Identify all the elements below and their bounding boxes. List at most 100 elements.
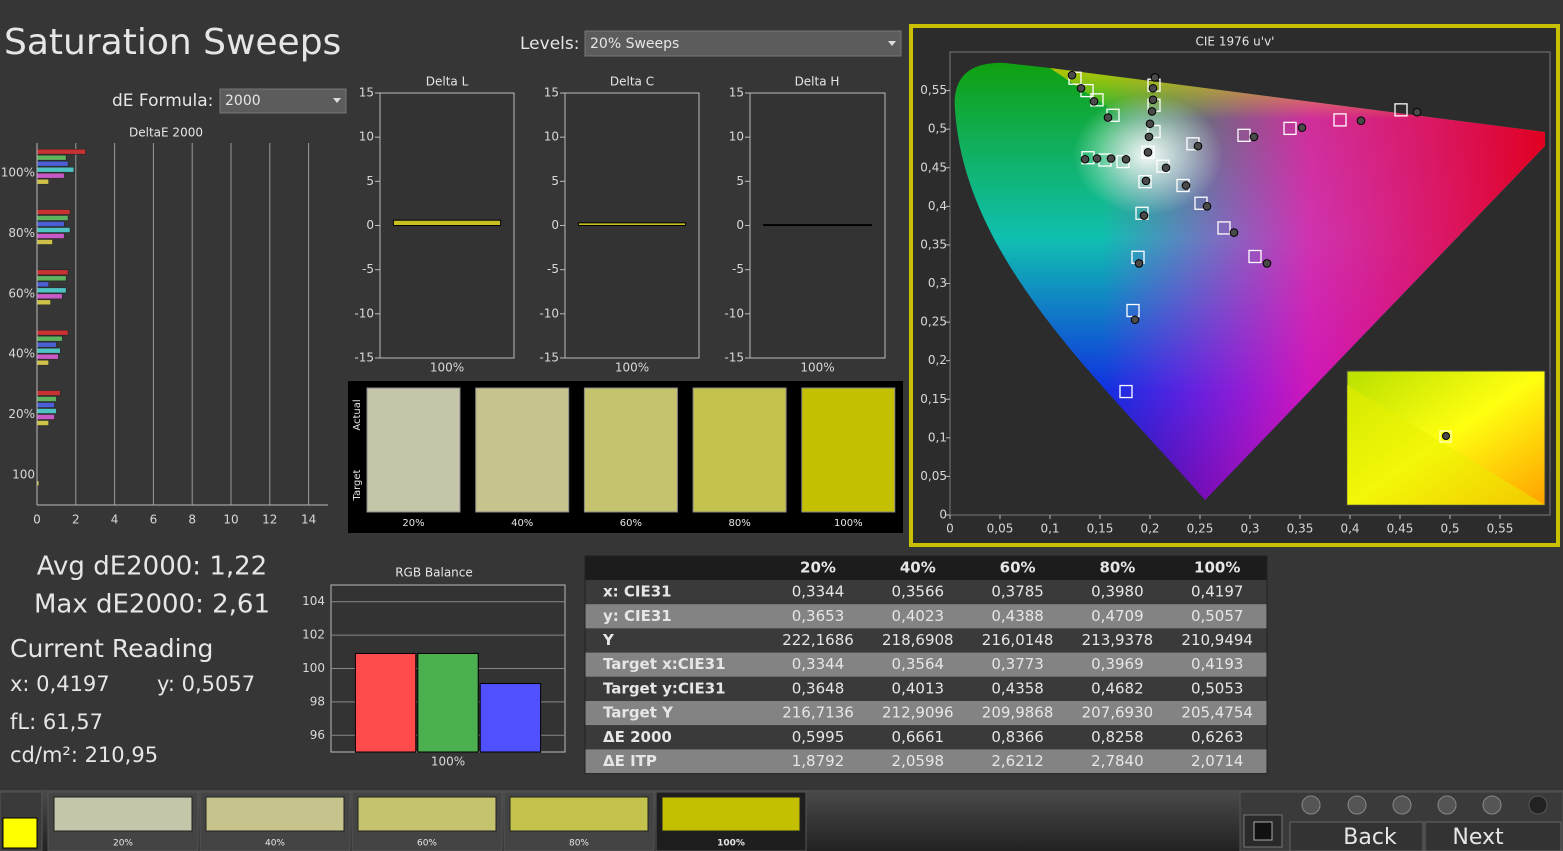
record-button[interactable]: [1301, 795, 1321, 815]
table-cell: 216,7136: [782, 704, 854, 722]
chart-title: Delta L: [426, 75, 469, 89]
measured-point: [1249, 132, 1259, 142]
bar: [36, 269, 69, 276]
x-tick-label: 0,2: [1140, 522, 1159, 536]
measured-point: [1161, 163, 1171, 173]
next-label: Next: [1452, 825, 1504, 850]
tab-swatch: [509, 796, 649, 832]
row-label: Target y:CIE31: [603, 679, 726, 697]
tab-swatch: [205, 796, 345, 832]
y-tick-label: 100: [302, 661, 325, 675]
chart-title: Delta C: [610, 75, 654, 89]
current-reading-title: Current Reading: [10, 634, 213, 663]
bar: [36, 341, 57, 348]
measured-point: [1143, 148, 1153, 157]
swatch-label: 40%: [511, 518, 533, 529]
bar: [392, 219, 502, 226]
x-tick-label: 100%: [431, 755, 465, 769]
table-cell: 0,4023: [892, 607, 945, 625]
bar: [36, 154, 67, 161]
bar: [36, 148, 86, 155]
bar: [36, 402, 55, 408]
y-tick-label: 0: [551, 218, 559, 232]
formula-dropdown[interactable]: [219, 88, 347, 114]
tab-swatch: [357, 796, 497, 832]
column-header: 80%: [1099, 559, 1135, 577]
table-cell: 0,5057: [1191, 607, 1244, 625]
x-tick-label: 0,55: [1487, 522, 1514, 536]
y-tick-label: 0,15: [920, 392, 947, 406]
table-cell: 205,4754: [1181, 704, 1253, 722]
bar: [36, 335, 63, 342]
bar: [36, 209, 71, 215]
table-cell: 0,4682: [1091, 679, 1144, 697]
table-cell: 207,6930: [1082, 704, 1154, 722]
table-cell: 0,3564: [892, 655, 945, 673]
next-button[interactable]: [1424, 821, 1562, 851]
tab-label: 40%: [265, 839, 285, 849]
table-cell: 210,9494: [1181, 631, 1253, 649]
target-point: [1141, 145, 1155, 159]
bar: [36, 396, 57, 402]
table-cell: 0,3344: [792, 583, 845, 601]
y-tick-label: -5: [547, 262, 559, 276]
bar: [36, 215, 69, 221]
play-button[interactable]: [1347, 795, 1367, 815]
tab-label: 80%: [569, 839, 589, 849]
y-tick-label: -15: [539, 351, 559, 365]
swatch: [475, 387, 570, 513]
formula-value: 2000: [225, 93, 261, 109]
table-cell: 0,6263: [1191, 728, 1244, 746]
y-tick-label: 5: [366, 174, 374, 188]
y-tick-label: 40%: [8, 347, 35, 361]
y-tick-label: 60%: [8, 286, 35, 300]
back-button[interactable]: [1289, 821, 1424, 851]
y-tick-label: 15: [544, 86, 559, 100]
bar: [36, 227, 71, 233]
table-cell: 0,6661: [892, 728, 945, 746]
formula-label: dE Formula:: [112, 91, 213, 111]
measured-point: [1229, 228, 1239, 237]
table-cell: 0,8366: [991, 728, 1044, 746]
avg-de: Avg dE2000: 1,22: [37, 552, 267, 582]
row-label: Target Y: [603, 704, 674, 722]
table-cell: 0,4358: [991, 679, 1044, 697]
y-tick-label: -10: [724, 306, 744, 320]
bar: [763, 224, 872, 227]
table-row: [585, 652, 1267, 677]
bar: [577, 222, 687, 227]
measured-point: [1103, 113, 1113, 122]
bar: [417, 652, 479, 753]
bar: [36, 239, 53, 245]
x-tick-label: 0,4: [1340, 522, 1359, 536]
dropdown-arrow: [333, 98, 341, 103]
table-cell: 222,1686: [782, 631, 854, 649]
x-tick-label: 0: [946, 522, 954, 536]
y-tick-label: 96: [310, 728, 325, 742]
bar: [36, 329, 69, 336]
levels-dropdown[interactable]: [584, 30, 902, 57]
y-tick-label: -15: [724, 351, 744, 365]
x-tick-label: 100%: [800, 361, 834, 375]
refresh-button[interactable]: [1482, 795, 1502, 815]
measure-button[interactable]: [1392, 795, 1412, 815]
table-cell: 0,3653: [792, 607, 845, 625]
table-row: [585, 749, 1267, 774]
measured-point: [1139, 211, 1149, 220]
table-cell: 216,0148: [982, 631, 1054, 649]
measured-point: [1121, 154, 1131, 164]
table-cell: 0,3969: [1091, 655, 1144, 673]
y-tick-label: 100: [12, 467, 35, 481]
bar: [36, 359, 49, 366]
table-cell: 2,7840: [1091, 752, 1144, 770]
y-tick-label: 0,2: [928, 353, 947, 367]
loop-button[interactable]: [1437, 795, 1457, 815]
row-label: ΔE ITP: [603, 752, 657, 770]
bar: [36, 172, 65, 179]
measured-point: [1089, 97, 1099, 106]
y-tick-label: 15: [359, 86, 374, 100]
bar: [354, 652, 417, 753]
measured-point: [1412, 107, 1422, 117]
measured-point: [1134, 259, 1144, 268]
